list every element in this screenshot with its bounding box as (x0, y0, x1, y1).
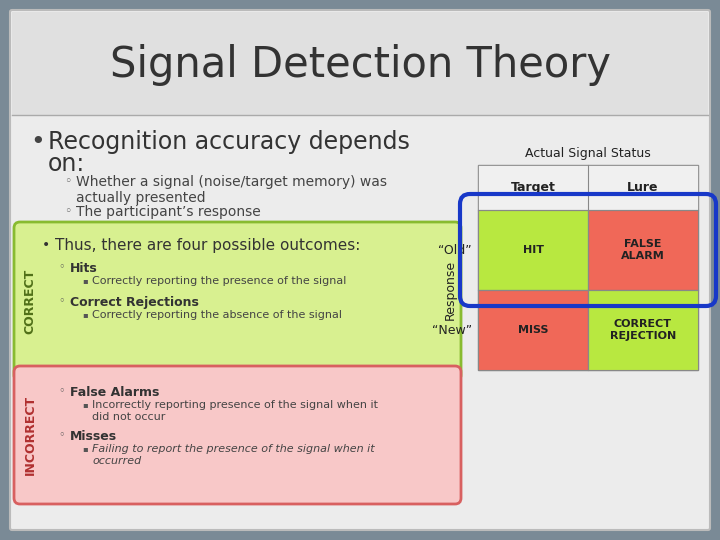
Text: INCORRECT: INCORRECT (24, 395, 37, 475)
FancyBboxPatch shape (14, 222, 461, 381)
Text: ▪: ▪ (82, 400, 88, 409)
Bar (478, 165, 698, 210)
Text: ▪: ▪ (82, 444, 88, 453)
Text: “Old”: “Old” (438, 244, 472, 256)
Text: Incorrectly reporting presence of the signal when it
did not occur: Incorrectly reporting presence of the si… (92, 400, 378, 422)
Text: ◦: ◦ (58, 296, 65, 306)
FancyBboxPatch shape (10, 10, 710, 530)
Text: CORRECT
REJECTION: CORRECT REJECTION (610, 319, 676, 341)
Text: Recognition accuracy depends: Recognition accuracy depends (48, 130, 410, 154)
Bar (478, 165, 698, 370)
Text: Whether a signal (noise/target memory) was
actually presented: Whether a signal (noise/target memory) w… (76, 175, 387, 205)
Bar (478, 210, 588, 290)
Text: ◦: ◦ (64, 175, 71, 188)
Text: CORRECT: CORRECT (24, 269, 37, 334)
FancyBboxPatch shape (14, 366, 461, 504)
Text: on:: on: (48, 152, 85, 176)
Bar (12, 12, 708, 115)
Text: ◦: ◦ (58, 386, 65, 396)
Text: Failing to report the presence of the signal when it
occurred: Failing to report the presence of the si… (92, 444, 374, 465)
Text: ◦: ◦ (58, 262, 65, 272)
Text: •: • (42, 238, 50, 252)
Text: ▪: ▪ (82, 310, 88, 319)
Text: False Alarms: False Alarms (70, 386, 159, 399)
Text: •: • (30, 130, 45, 154)
Text: Lure: Lure (627, 181, 659, 194)
Text: The participant’s response: The participant’s response (76, 205, 261, 219)
Text: Response: Response (444, 260, 456, 320)
Text: Hits: Hits (70, 262, 98, 275)
Text: Target: Target (510, 181, 555, 194)
Text: ◦: ◦ (58, 430, 65, 440)
Text: Thus, there are four possible outcomes:: Thus, there are four possible outcomes: (55, 238, 361, 253)
Text: ◦: ◦ (64, 205, 71, 218)
Text: FALSE
ALARM: FALSE ALARM (621, 239, 665, 261)
Text: MISS: MISS (518, 325, 548, 335)
Text: Correct Rejections: Correct Rejections (70, 296, 199, 309)
Text: Actual Signal Status: Actual Signal Status (525, 147, 651, 160)
Bar (588, 290, 698, 370)
Text: Misses: Misses (70, 430, 117, 443)
Text: Correctly reporting the absence of the signal: Correctly reporting the absence of the s… (92, 310, 342, 320)
Text: Signal Detection Theory: Signal Detection Theory (109, 44, 611, 86)
Text: ▪: ▪ (82, 276, 88, 285)
Bar (588, 210, 698, 290)
Bar (478, 290, 588, 370)
Text: “New”: “New” (432, 323, 472, 336)
Text: Correctly reporting the presence of the signal: Correctly reporting the presence of the … (92, 276, 346, 286)
Text: HIT: HIT (523, 245, 544, 255)
